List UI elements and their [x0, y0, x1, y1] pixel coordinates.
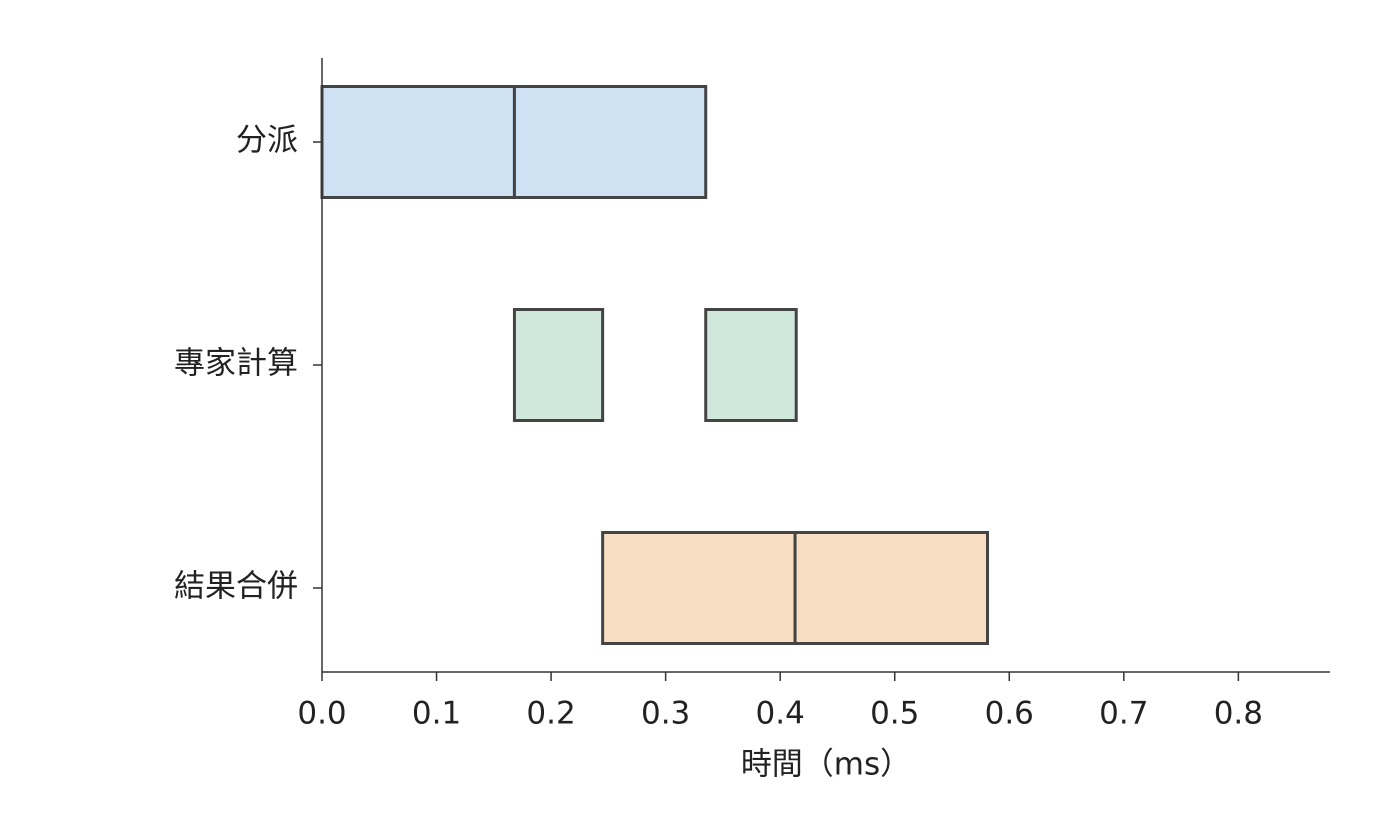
bar-segment: [512, 308, 605, 422]
x-tick-label: 0.7: [1099, 696, 1148, 732]
bar-segment: [793, 531, 990, 645]
bar-segment: [601, 531, 797, 645]
x-tick-label: 0.0: [297, 696, 346, 732]
y-tick-label: 專家計算: [174, 346, 298, 382]
bar-segment: [320, 85, 516, 199]
x-tick-label: 0.8: [1214, 696, 1263, 732]
y-tick-label: 分派: [236, 123, 298, 159]
y-tick-label: 結果合併: [174, 569, 298, 605]
x-tick-label: 0.1: [412, 696, 461, 732]
x-tick-label: 0.4: [756, 696, 805, 732]
x-tick-label: 0.2: [526, 696, 575, 732]
bar-segment: [512, 85, 708, 199]
x-tick-label: 0.5: [870, 696, 919, 732]
x-axis-label: 時間（ms）: [741, 747, 911, 783]
x-tick-label: 0.3: [641, 696, 690, 732]
x-tick-label: 0.6: [985, 696, 1034, 732]
bar-segment: [704, 308, 798, 422]
